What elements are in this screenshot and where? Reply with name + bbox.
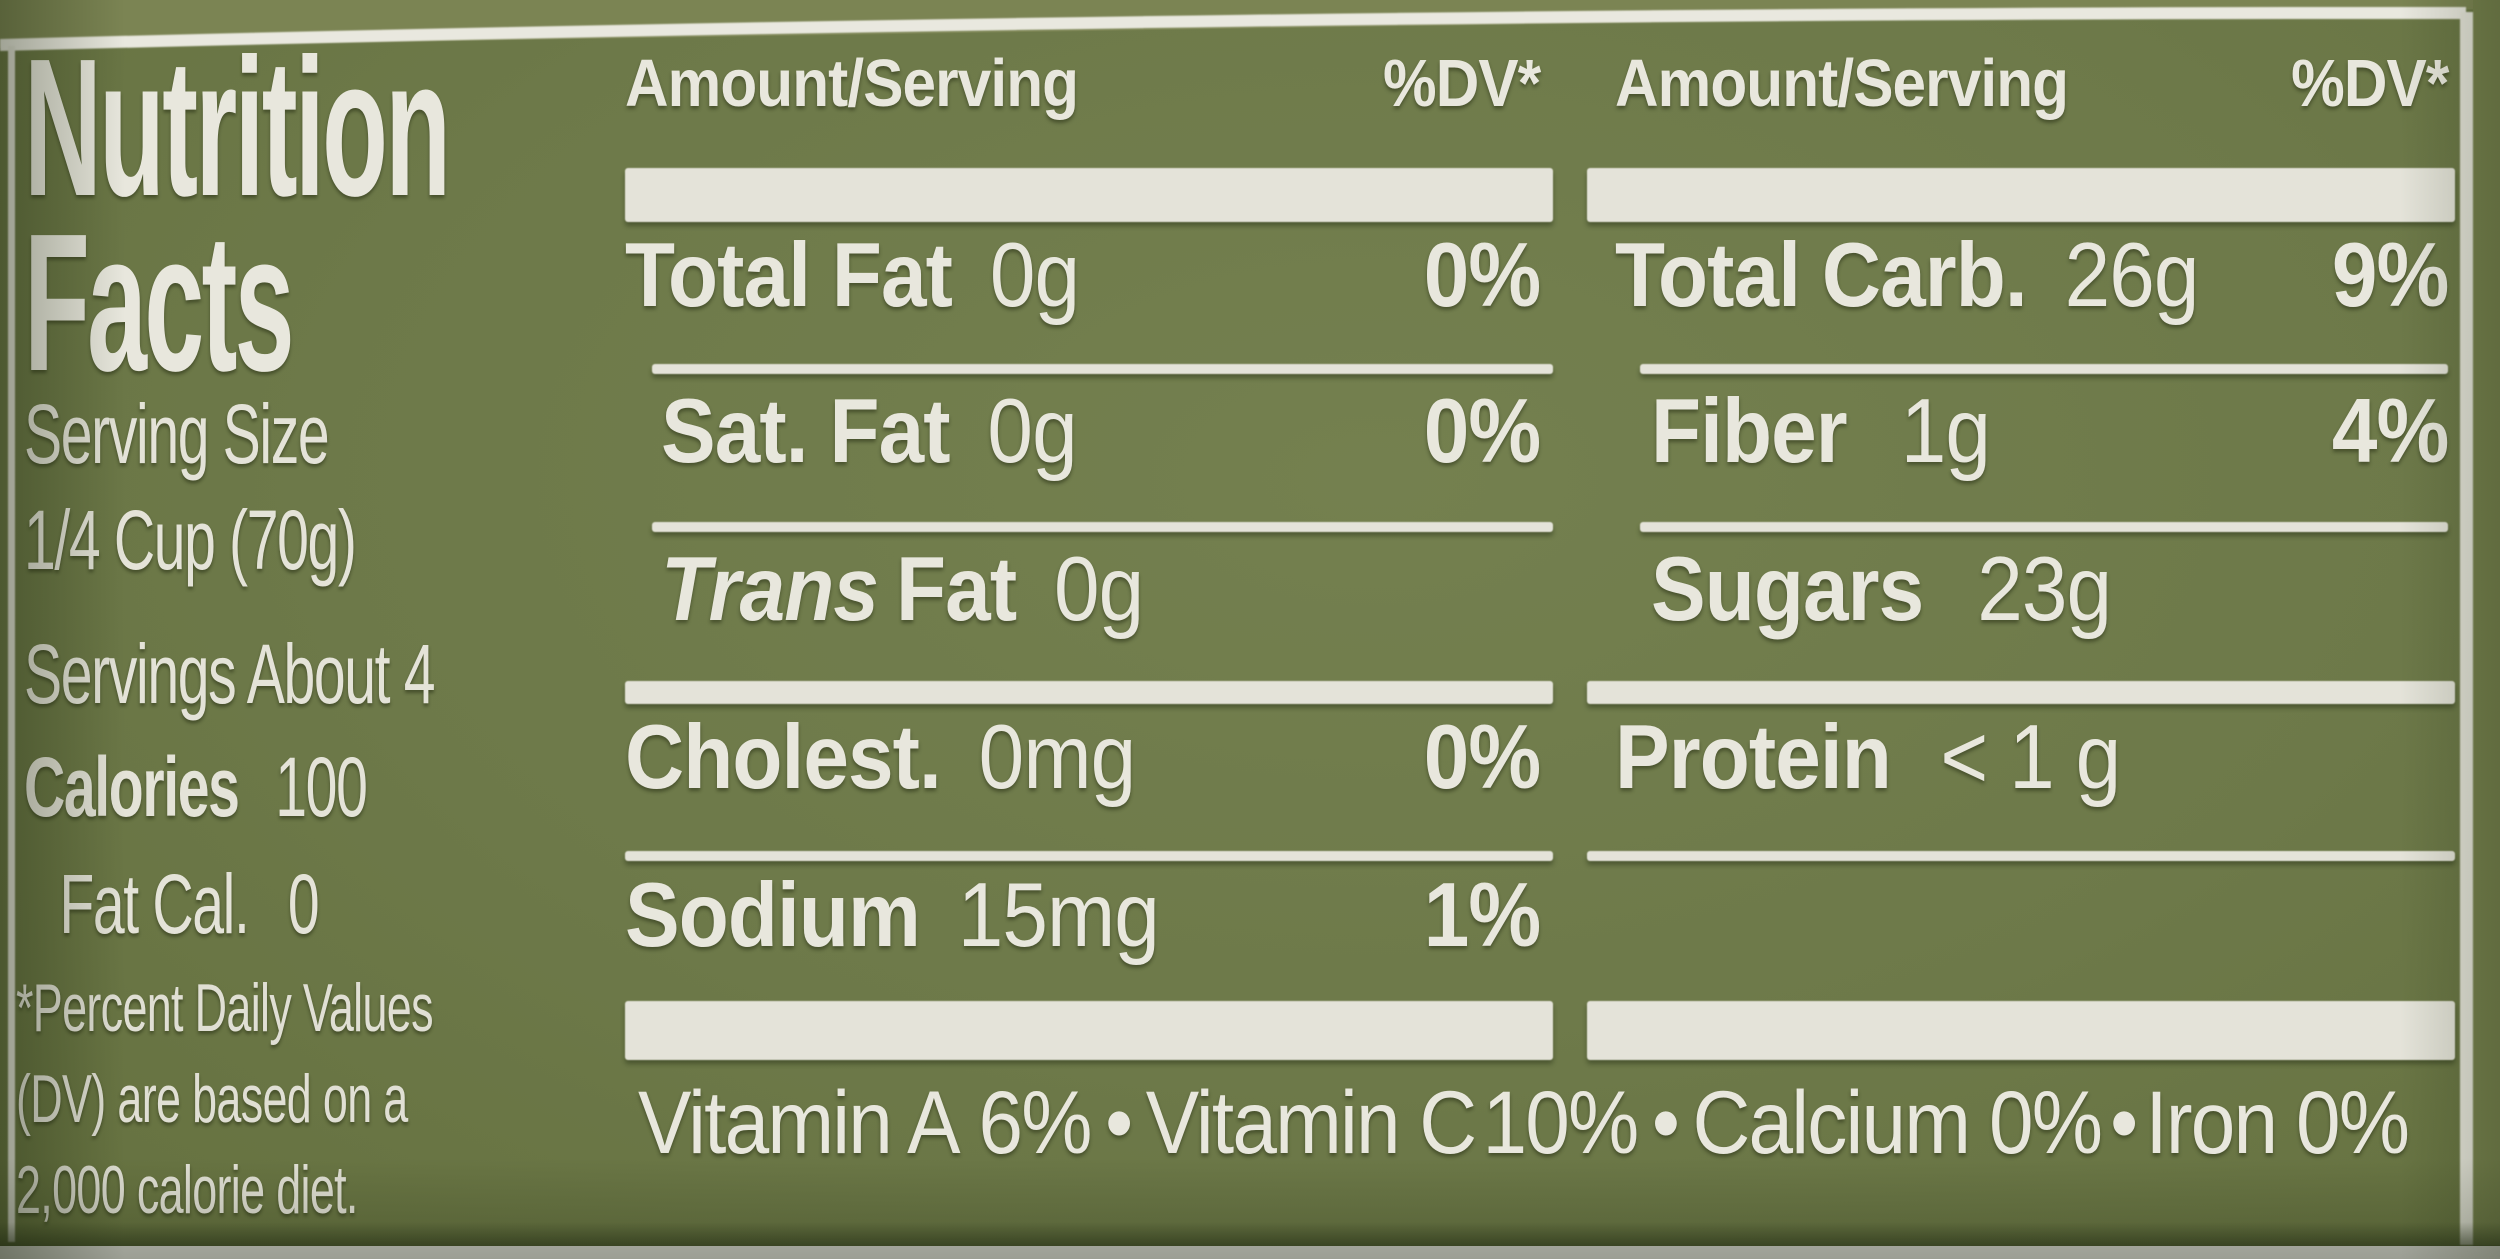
nutrient-column-left: Amount/Serving %DV* Total Fat 0g 0% Sat.… [625, 0, 1553, 1259]
row-total-fat: Total Fat 0g 0% [625, 225, 1541, 326]
column-header: Amount/Serving %DV* [625, 46, 1541, 121]
bullet-separator: • [2110, 1072, 2138, 1172]
nutrient-value: 26g [2064, 225, 2200, 326]
nutrient-name: Fiber [1651, 381, 1848, 482]
vitamin-value: 10% [1482, 1072, 1639, 1172]
nutrient-value: 1g [1900, 381, 1991, 482]
nutrient-value: 0g [987, 381, 1077, 482]
label-right-border-line [2460, 12, 2473, 1245]
bullet-separator: • [1651, 1072, 1680, 1172]
can-right-surface [2473, 0, 2500, 1245]
dv-header: %DV* [2291, 46, 2449, 121]
calories-value: 100 [275, 740, 368, 834]
amount-serving-header: Amount/Serving [1615, 46, 2069, 121]
nutrient-dv: 9% [2331, 225, 2449, 326]
footnote-line2: (DV) are based on a [16, 1061, 408, 1137]
section-bar [1587, 681, 2455, 704]
mineral-name: Iron [2145, 1072, 2278, 1172]
row-separator [1587, 851, 2455, 861]
vitamins-line: Vitamin A 6% • Vitamin C 10% • Calcium 0… [638, 1078, 2474, 1167]
dv-header: %DV* [1383, 46, 1541, 121]
fat-cal-label: Fat Cal. [59, 857, 249, 951]
nutrient-dv: 0% [1423, 381, 1541, 482]
nutrient-value: 0mg [978, 707, 1137, 808]
row-trans-fat: Trans Fat 0g [625, 544, 1540, 635]
nutrient-value: 0g [989, 225, 1080, 326]
row-sugars: Sugars 23g [1615, 544, 2448, 635]
nutrient-value: 23g [1977, 539, 2112, 640]
mineral-value: 0% [1988, 1072, 2103, 1172]
can-bottom-edge [0, 1246, 2500, 1259]
vitamin-a-item: Vitamin A 6% [638, 1072, 1093, 1172]
footnote-line1: *Percent Daily Values [16, 970, 434, 1046]
mineral-name: Calcium [1692, 1072, 1971, 1172]
header-bar [625, 168, 1553, 222]
nutrient-name: Sugars [1651, 539, 1924, 640]
iron-item: Iron 0% [2145, 1072, 2410, 1172]
row-separator [1640, 364, 2448, 374]
vitamin-c-item: Vitamin C 10% [1145, 1072, 1639, 1172]
nutrient-name: Fat [896, 539, 1017, 640]
row-total-carb: Total Carb. 26g 9% [1615, 225, 2449, 326]
nutrient-column-right: Amount/Serving %DV* Total Carb. 26g 9% F… [1587, 0, 2455, 1259]
nutrient-name: Sat. Fat [661, 381, 951, 482]
column-header: Amount/Serving %DV* [1615, 46, 2449, 121]
row-separator [1640, 522, 2448, 532]
row-protein: Protein < 1 g [1615, 712, 2448, 803]
nutrient-name-italic: Trans [661, 539, 879, 640]
nutrient-name: Total Carb. [1615, 225, 2028, 326]
label-bottom-shadow [0, 1222, 2500, 1246]
nutrient-value: 0g [1054, 539, 1144, 640]
nutrient-value: < 1 g [1940, 707, 2121, 808]
vitamin-value: 6% [978, 1072, 1093, 1172]
row-sat-fat: Sat. Fat 0g 0% [625, 381, 1541, 482]
nutrient-name: Protein [1615, 707, 1892, 808]
nutrient-name: Cholest. [625, 707, 942, 808]
nutrient-dv: 0% [1423, 707, 1541, 808]
nutrient-dv: 1% [1423, 865, 1541, 966]
row-sodium: Sodium 15mg 1% [625, 865, 1541, 966]
serving-size-label: Serving Size [24, 387, 330, 481]
label-title-line2: Facts [24, 193, 295, 412]
calories-row: Calories 100 [24, 745, 368, 829]
bullet-separator: • [1105, 1072, 1133, 1172]
header-bar [1587, 168, 2455, 222]
nutrient-name: Sodium [625, 865, 921, 966]
servings-per-container: Servings About 4 [24, 627, 435, 721]
footnote-line3: 2,000 calorie diet. [16, 1152, 358, 1228]
serving-size-value: 1/4 Cup (70g) [24, 493, 357, 587]
amount-serving-header: Amount/Serving [625, 46, 1079, 121]
mineral-value: 0% [2296, 1072, 2410, 1172]
row-fiber: Fiber 1g 4% [1615, 381, 2449, 482]
footer-bar [1587, 1001, 2455, 1060]
section-bar [625, 681, 1553, 704]
footer-bar [625, 1001, 1553, 1060]
row-cholesterol: Cholest. 0mg 0% [625, 707, 1541, 808]
row-separator [652, 364, 1553, 374]
nutrient-dv: 0% [1423, 225, 1541, 326]
vitamin-name: Vitamin C [1145, 1072, 1477, 1172]
fat-cal-value: 0 [287, 857, 320, 951]
label-title-line1: Nutrition [24, 18, 451, 237]
row-separator [625, 851, 1553, 861]
fat-calories-row: Fat Cal. 0 [24, 862, 319, 946]
vitamin-name: Vitamin A [638, 1072, 961, 1172]
nutrient-value: 15mg [957, 865, 1160, 966]
nutrient-dv: 4% [2331, 381, 2449, 482]
label-left-border-line [8, 46, 15, 1242]
nutrient-name: Total Fat [625, 225, 953, 326]
calories-label: Calories [24, 740, 240, 834]
row-separator [652, 522, 1553, 532]
calcium-item: Calcium 0% [1692, 1072, 2103, 1172]
